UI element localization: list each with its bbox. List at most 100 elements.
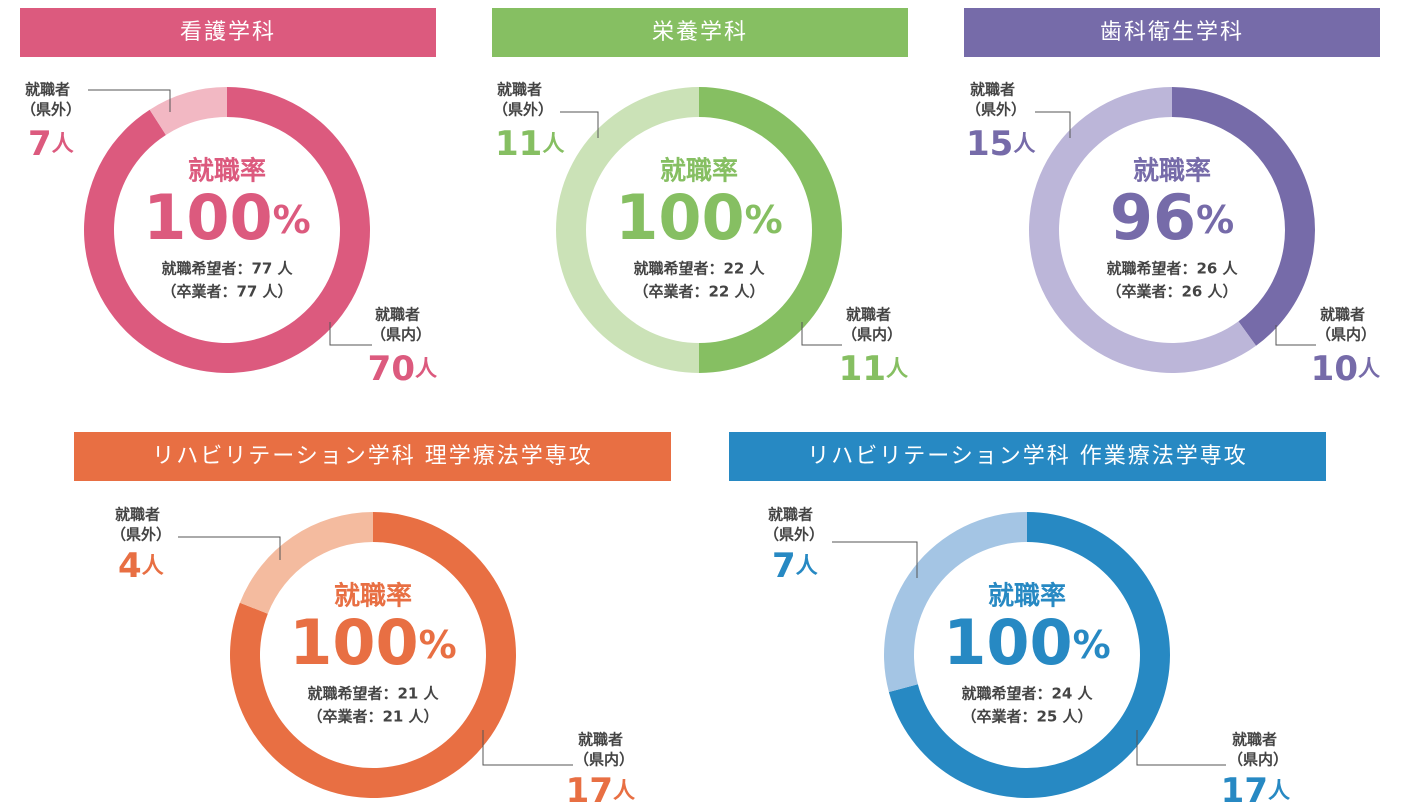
value-unit: 人 xyxy=(415,357,437,382)
value-unit: 人 xyxy=(796,554,818,579)
applicants: 就職希望者：22 人 xyxy=(633,260,765,278)
leader-line xyxy=(1136,730,1226,766)
header-title: 歯科衛生学科 xyxy=(1100,20,1244,45)
category-label: （県内） xyxy=(842,326,902,344)
category-label: （県内） xyxy=(371,326,431,344)
rate-value: 100 xyxy=(143,181,272,254)
rate-unit: % xyxy=(273,198,311,242)
value-number: 11 xyxy=(495,124,542,164)
header-title: 栄養学科 xyxy=(652,20,748,45)
donut-segment xyxy=(556,87,699,373)
category-label: 就職者 xyxy=(578,731,623,749)
rate-value: 100 xyxy=(289,606,418,679)
value-label: 7人 xyxy=(772,546,818,586)
value-label: 17人 xyxy=(566,771,635,809)
category-label: （県内） xyxy=(1316,326,1376,344)
leader-line xyxy=(178,536,281,560)
center-title: 就職率 xyxy=(988,581,1066,612)
value-unit: 人 xyxy=(613,779,635,804)
center-title: 就職率 xyxy=(660,156,738,187)
rate-value: 100 xyxy=(615,181,744,254)
value-label: 15人 xyxy=(966,124,1035,164)
graduates: （卒業者：77 人） xyxy=(161,283,292,301)
leader-line xyxy=(88,89,171,112)
center-title: 就職率 xyxy=(334,581,412,612)
leader-line xyxy=(801,322,842,346)
applicants: 就職希望者：24 人 xyxy=(961,685,1093,703)
graduates: （卒業者：21 人） xyxy=(307,708,438,726)
leader-line xyxy=(560,111,599,138)
leader-line xyxy=(832,541,918,578)
header-title: リハビリテーション学科 理学療法学専攻 xyxy=(152,444,593,469)
value-number: 15 xyxy=(966,124,1013,164)
value-label: 4人 xyxy=(118,546,164,586)
value-label: 17人 xyxy=(1221,771,1290,809)
rate-value: 100 xyxy=(943,606,1072,679)
value-unit: 人 xyxy=(52,132,74,157)
value-number: 17 xyxy=(566,771,613,809)
graduates: （卒業者：26 人） xyxy=(1106,283,1237,301)
donut-segment xyxy=(149,87,227,135)
applicants: 就職希望者：77 人 xyxy=(161,260,293,278)
category-label: 就職者 xyxy=(25,81,70,99)
header-bar xyxy=(20,8,436,57)
category-label: （県外） xyxy=(111,526,171,544)
value-number: 7 xyxy=(772,546,796,586)
value-unit: 人 xyxy=(1013,132,1035,157)
value-label: 10人 xyxy=(1311,349,1380,389)
value-number: 7 xyxy=(28,124,52,164)
category-label: 就職者 xyxy=(1320,306,1365,324)
category-label: （県内） xyxy=(574,751,634,769)
applicants: 就職希望者：21 人 xyxy=(307,685,439,703)
header-bar xyxy=(964,8,1380,57)
value-unit: 人 xyxy=(1358,357,1380,382)
category-label: （県外） xyxy=(764,526,824,544)
header-bar xyxy=(74,432,671,481)
value-number: 11 xyxy=(839,349,886,389)
category-label: 就職者 xyxy=(375,306,420,324)
value-number: 10 xyxy=(1311,349,1358,389)
value-label: 7人 xyxy=(28,124,74,164)
category-label: 就職者 xyxy=(768,506,813,524)
leader-line xyxy=(1275,325,1316,346)
category-label: （県外） xyxy=(21,101,81,119)
category-label: 就職者 xyxy=(970,81,1015,99)
rate: 100% xyxy=(289,606,457,679)
value-unit: 人 xyxy=(542,132,564,157)
donut-segment xyxy=(699,87,842,373)
donut-segment xyxy=(884,512,1027,693)
rate-unit: % xyxy=(1073,623,1111,667)
rate-value: 96 xyxy=(1110,181,1196,254)
rate: 96% xyxy=(1110,181,1234,254)
value-number: 17 xyxy=(1221,771,1268,809)
applicants: 就職希望者：26 人 xyxy=(1106,260,1238,278)
value-number: 4 xyxy=(118,546,142,586)
value-unit: 人 xyxy=(886,357,908,382)
donut-segment xyxy=(239,512,373,614)
rate: 100% xyxy=(615,181,783,254)
header-title: 看護学科 xyxy=(180,20,276,45)
leader-line xyxy=(482,730,573,766)
value-label: 11人 xyxy=(495,124,564,164)
category-label: 就職者 xyxy=(1232,731,1277,749)
rate-unit: % xyxy=(745,198,783,242)
leader-line xyxy=(1035,111,1071,138)
value-unit: 人 xyxy=(1268,779,1290,804)
value-unit: 人 xyxy=(142,554,164,579)
leader-line xyxy=(329,322,372,346)
category-label: 就職者 xyxy=(497,81,542,99)
donut-segment xyxy=(1029,86,1257,374)
category-label: （県外） xyxy=(493,101,553,119)
rate-unit: % xyxy=(419,623,457,667)
graduates: （卒業者：22 人） xyxy=(633,283,764,301)
value-number: 70 xyxy=(368,349,415,389)
category-label: 就職者 xyxy=(846,306,891,324)
category-label: （県外） xyxy=(966,101,1026,119)
category-label: 就職者 xyxy=(115,506,160,524)
rate-unit: % xyxy=(1196,198,1234,242)
